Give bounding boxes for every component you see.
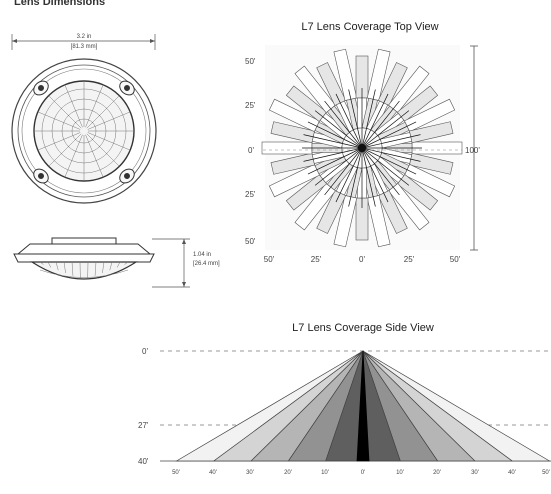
top-view-center-rays — [302, 88, 422, 208]
side-x-tick: 40' — [508, 470, 516, 476]
top-bottom-tick: 25' — [404, 255, 415, 264]
side-x-tick: 30' — [246, 470, 254, 476]
top-left-tick: 25' — [245, 190, 256, 199]
center-ray — [348, 89, 363, 149]
center-ray — [348, 147, 363, 207]
center-ray — [314, 147, 363, 186]
top-left-tick: 50' — [245, 237, 256, 246]
side-y-tick: 40' — [138, 457, 149, 466]
center-ray — [335, 147, 363, 203]
center-ray — [361, 147, 417, 175]
width-mm-label: [81.3 mm] — [71, 44, 98, 50]
top-bottom-tick: 50' — [264, 255, 275, 264]
mounting-clips — [33, 80, 135, 184]
center-ray — [361, 110, 410, 149]
width-in-label: 3.2 in — [77, 34, 92, 40]
center-ray — [361, 147, 410, 186]
side-view-title: L7 Lens Coverage Side View — [292, 322, 434, 334]
side-x-tick: 10' — [321, 470, 329, 476]
top-view-title: L7 Lens Coverage Top View — [301, 21, 438, 33]
center-ray — [324, 100, 363, 149]
top-view-range-indicator — [470, 45, 478, 251]
top-left-tick: 25' — [245, 101, 256, 110]
center-ray — [307, 121, 363, 149]
center-ray — [361, 89, 376, 149]
top-bottom-tick: 50' — [450, 255, 461, 264]
center-ray — [361, 121, 417, 149]
side-view-beams — [175, 350, 551, 462]
side-x-tick: 20' — [284, 470, 292, 476]
center-ray — [361, 93, 389, 149]
top-left-tick: 0' — [248, 146, 254, 155]
center-ray — [361, 147, 400, 196]
side-x-tick: 50' — [542, 470, 550, 476]
center-ray — [361, 100, 400, 149]
side-x-tick: 30' — [471, 470, 479, 476]
height-mm-label: [26.4 mm] — [193, 261, 220, 267]
top-view-range-label: 100' — [465, 146, 480, 155]
top-bottom-tick: 0' — [359, 255, 365, 264]
header-title: Lens Dimensions — [14, 0, 105, 8]
side-x-tick: 20' — [433, 470, 441, 476]
height-in-label: 1.04 in — [193, 252, 211, 258]
center-ray — [361, 147, 376, 207]
side-view-x-axis: 50' 40' 30' 20' 10' 0' 10' 20' 30' 40' 5… — [172, 470, 550, 476]
center-ray — [361, 147, 389, 203]
side-x-tick: 10' — [396, 470, 404, 476]
side-y-tick: 0' — [142, 347, 148, 356]
side-x-tick: 0' — [361, 470, 365, 476]
center-ray — [324, 147, 363, 196]
lens-side-drawing — [13, 237, 190, 288]
top-view-left-axis: 50' 25' 0' 25' 50' — [245, 57, 256, 246]
top-bottom-tick: 25' — [311, 255, 322, 264]
top-view-bottom-axis: 50' 25' 0' 25' 50' — [264, 255, 461, 264]
side-view-y-axis: 0' 27' 40' — [138, 347, 149, 466]
top-left-tick: 50' — [245, 57, 256, 66]
center-ray — [335, 93, 363, 149]
side-x-tick: 40' — [209, 470, 217, 476]
center-ray — [314, 110, 363, 149]
side-y-tick: 27' — [138, 421, 149, 430]
side-x-tick: 50' — [172, 470, 180, 476]
center-ray — [303, 134, 363, 149]
center-ray — [303, 147, 363, 162]
top-view-lobes — [261, 48, 463, 248]
center-ray — [307, 147, 363, 175]
lens-top-drawing: 3.2 in [81.3 mm] — [11, 34, 157, 204]
center-ray — [361, 134, 421, 149]
side-beam-center — [356, 350, 370, 462]
